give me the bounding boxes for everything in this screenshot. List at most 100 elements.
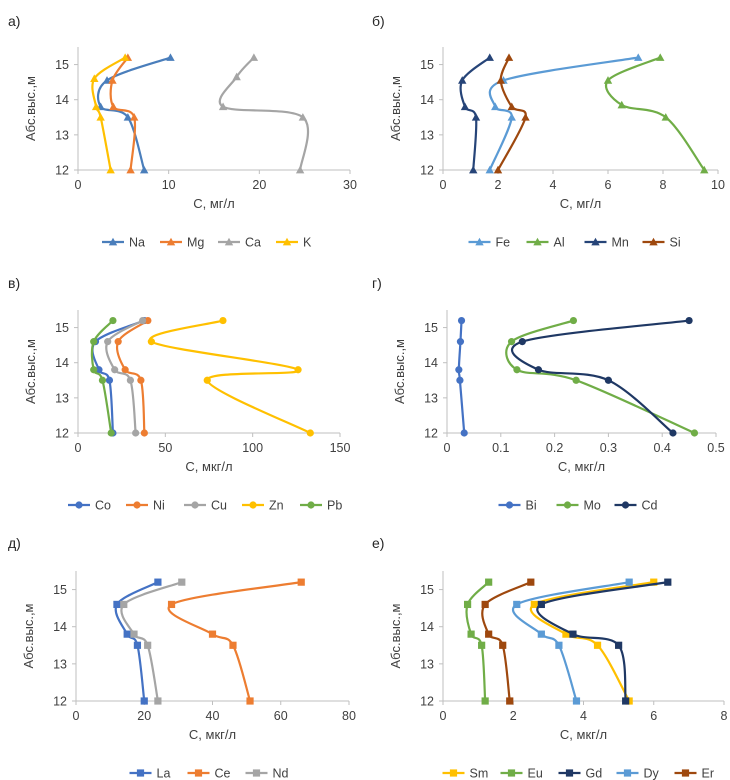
data-point	[130, 630, 138, 638]
data-point	[700, 165, 709, 174]
data-point	[121, 366, 129, 374]
data-point	[463, 600, 472, 609]
data-point	[96, 113, 105, 121]
y-tick-label: 12	[424, 427, 438, 441]
data-point	[685, 316, 693, 325]
series-eu	[463, 578, 493, 705]
data-point	[219, 316, 227, 325]
legend-swatch-marker	[191, 501, 199, 509]
legend-swatch-marker	[449, 769, 458, 777]
legend-label: Fe	[496, 236, 511, 250]
legend-swatch-marker	[75, 501, 83, 509]
legend-swatch-marker	[307, 501, 315, 509]
legend-item: Fe	[468, 236, 511, 250]
x-tick-label: 150	[330, 441, 351, 455]
data-point	[661, 113, 670, 121]
legend-item: Gd	[558, 767, 602, 780]
data-point	[126, 376, 134, 384]
y-tick-label: 14	[53, 620, 67, 634]
legend-swatch-marker	[623, 769, 632, 777]
data-point	[295, 165, 305, 174]
x-tick-label: 8	[660, 178, 667, 192]
data-point	[471, 113, 481, 121]
data-point	[306, 429, 314, 437]
data-point	[467, 630, 475, 638]
data-point	[297, 578, 305, 586]
data-point	[98, 376, 107, 384]
data-point	[154, 697, 162, 705]
data-point	[669, 429, 677, 437]
legend-label: Eu	[528, 767, 543, 780]
data-point	[120, 53, 130, 61]
data-point	[499, 641, 507, 649]
legend-swatch-marker	[133, 501, 141, 509]
data-point	[622, 697, 630, 705]
legend-label: Nd	[273, 767, 289, 780]
data-point	[664, 578, 672, 586]
legend-item: Nd	[245, 767, 289, 780]
panel-letter: а)	[8, 13, 20, 29]
y-tick-label: 15	[420, 583, 434, 597]
data-point	[456, 338, 465, 346]
data-point	[232, 72, 241, 81]
legend-label: Co	[95, 499, 111, 513]
series-ce	[167, 578, 305, 705]
data-point	[166, 53, 175, 61]
series-cd	[511, 316, 693, 437]
legend-item: Al	[526, 236, 565, 250]
data-point	[455, 366, 463, 374]
data-point	[133, 641, 142, 649]
data-point	[108, 76, 117, 84]
legend-label: La	[157, 767, 171, 780]
series-line	[167, 581, 302, 702]
data-point	[555, 641, 563, 649]
legend-item: Mg	[160, 236, 204, 250]
series-bi	[455, 316, 468, 437]
chart-panel: г) 12 13 14 15 0 0.1 0.2 0.3 0.4 0.5 Абс.выс.,м С, м…	[372, 275, 725, 513]
data-point	[132, 429, 140, 437]
legend-swatch-marker	[621, 501, 630, 509]
y-tick-label: 13	[424, 391, 438, 405]
y-axis-label: Абс.выс.,м	[392, 339, 407, 404]
data-point	[105, 376, 114, 384]
data-point	[527, 578, 535, 586]
data-point	[137, 376, 145, 384]
data-point	[518, 338, 526, 346]
y-axis-label: Абс.выс.,м	[388, 76, 403, 141]
legend-item: Ce	[187, 767, 231, 780]
data-point	[120, 600, 128, 609]
legend-label: Al	[554, 236, 565, 250]
legend-swatch-marker	[591, 237, 600, 246]
data-point	[123, 630, 131, 638]
data-point	[485, 630, 493, 638]
data-point	[513, 366, 521, 374]
data-point	[102, 76, 112, 84]
data-point	[469, 165, 478, 174]
series-dy	[512, 578, 633, 705]
x-axis-label: С, мкг/л	[185, 459, 232, 474]
legend-swatch-marker	[166, 237, 176, 246]
data-point	[496, 76, 505, 84]
data-point	[485, 53, 494, 61]
y-tick-label: 14	[420, 620, 434, 634]
x-tick-label: 60	[274, 709, 288, 723]
data-point	[104, 338, 112, 346]
data-point	[562, 630, 570, 638]
series-fe	[485, 53, 643, 174]
data-point	[457, 316, 466, 325]
y-tick-label: 12	[53, 695, 67, 709]
series-al	[603, 53, 709, 174]
y-axis-label: Абс.выс.,м	[388, 603, 403, 668]
data-point	[90, 366, 98, 374]
data-point	[249, 53, 259, 61]
legend-swatch-marker	[108, 237, 118, 246]
data-point	[139, 165, 149, 174]
data-point	[460, 429, 468, 437]
data-point	[690, 429, 699, 437]
data-point	[294, 366, 302, 374]
y-tick-label: 15	[424, 321, 438, 335]
y-tick-label: 13	[420, 657, 434, 671]
data-point	[229, 641, 237, 649]
legend-label: Er	[702, 767, 715, 780]
panel-letter: в)	[8, 275, 20, 291]
